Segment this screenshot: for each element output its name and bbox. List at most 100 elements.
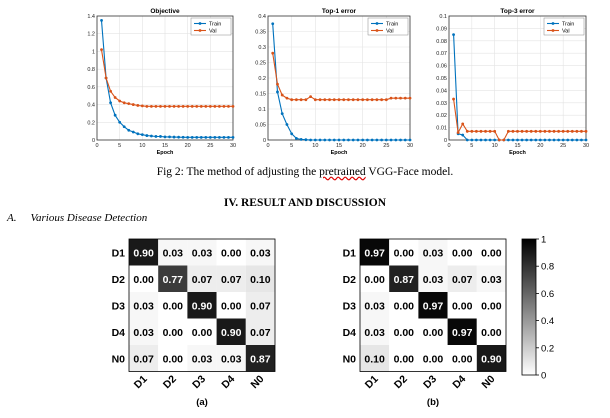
data-point-val — [452, 97, 455, 101]
y-tick-label: 0.2 — [258, 76, 266, 82]
y-tick-label: 0 — [444, 138, 447, 144]
data-point-val — [227, 104, 230, 108]
data-point-train — [534, 138, 538, 142]
data-point-val — [104, 76, 108, 80]
y-tick-label: 0.6 — [87, 85, 95, 91]
data-point-val — [213, 104, 217, 108]
matrix-cell — [360, 292, 390, 319]
legend-label: Train — [386, 22, 398, 28]
data-point-val — [109, 89, 112, 93]
data-point-val — [313, 98, 317, 102]
data-point-val — [309, 95, 312, 98]
confusion-matrix-a: 0.90 0.03 0.03 0.00 0.03 0.00 0.77 0.07 0.07 0.10… — [112, 238, 276, 408]
matrix-cell — [476, 292, 506, 319]
data-point-val — [580, 129, 583, 133]
x-tick-label: 0 — [447, 143, 450, 149]
data-point-val — [342, 98, 346, 102]
data-point-train — [366, 138, 369, 142]
cell-value: 0.90 — [481, 353, 502, 365]
cell-value: 0.00 — [481, 300, 502, 312]
data-point-train — [570, 138, 574, 142]
matrix-cell — [158, 292, 188, 319]
cell-value: 0.97 — [364, 247, 385, 259]
column-label: D3 — [190, 373, 208, 391]
data-point-val — [403, 96, 407, 100]
matrix-cell — [418, 345, 448, 372]
column-label: N0 — [249, 373, 267, 391]
colorbar-tick-label: 0.6 — [541, 289, 554, 300]
data-point-val — [145, 104, 149, 108]
data-point-val — [276, 82, 279, 86]
cell-value: 0.03 — [133, 300, 154, 312]
data-point-train — [575, 138, 579, 142]
cell-value: 0.77 — [163, 274, 184, 286]
data-point-val — [506, 129, 510, 133]
data-point-train — [506, 138, 510, 142]
data-point-val — [497, 138, 501, 142]
column-label: D4 — [450, 373, 468, 391]
colorbar-tick-label: 0.4 — [541, 316, 554, 327]
cell-value: 0.10 — [364, 353, 385, 365]
matrix-cell — [187, 318, 217, 345]
matrix-cell — [187, 239, 217, 266]
cell-value: 0.90 — [133, 247, 154, 259]
y-tick-label: 0.15 — [255, 92, 266, 98]
column-label: D3 — [421, 373, 439, 391]
data-point-train — [552, 138, 556, 142]
cell-value: 0.00 — [394, 353, 415, 365]
data-point-train — [520, 138, 524, 142]
y-tick-label: 1.4 — [87, 14, 95, 20]
x-axis-label: Epoch — [157, 150, 174, 156]
matrix-cell — [418, 292, 448, 319]
cell-value: 0.03 — [133, 327, 154, 339]
matrix-cell — [187, 292, 217, 319]
data-point-val — [271, 51, 275, 55]
data-point-val — [218, 104, 221, 108]
y-tick-label: 0.8 — [87, 67, 95, 73]
data-point-train — [580, 138, 583, 142]
legend-label: Train — [562, 22, 574, 28]
matrix-frame — [359, 238, 507, 372]
y-tick-label: 0.4 — [87, 103, 95, 109]
data-point-train — [118, 120, 122, 124]
data-point-val — [195, 104, 199, 108]
matrix-cell — [129, 345, 159, 372]
matrix-cell — [158, 345, 188, 372]
data-point-train — [280, 112, 284, 116]
data-point-train — [529, 138, 533, 142]
cell-value: 0.00 — [423, 327, 444, 339]
data-point-val — [231, 104, 235, 108]
cell-value: 0.07 — [250, 327, 271, 339]
cell-value: 0.00 — [394, 300, 415, 312]
colorbar-tick-label: 0 — [541, 371, 546, 382]
matrix-cell — [418, 318, 448, 345]
cell-value: 0.00 — [163, 353, 184, 365]
x-tick-label: 0 — [95, 143, 98, 149]
cell-value: 0.03 — [221, 353, 242, 365]
y-tick-label: 0.08 — [436, 39, 447, 45]
matrix-cell — [216, 318, 246, 345]
data-point-train — [493, 138, 497, 142]
x-tick-label: 5 — [470, 143, 473, 149]
cell-value: 0.03 — [423, 274, 444, 286]
data-point-train — [484, 138, 487, 142]
data-point-train — [195, 135, 199, 139]
matrix-cell — [187, 345, 217, 372]
y-tick-label: 0.4 — [258, 14, 266, 20]
colorbar-tick-label: 0.2 — [541, 343, 554, 354]
x-tick-label: 5 — [290, 143, 293, 149]
column-label: D2 — [161, 373, 179, 391]
data-point-val — [561, 129, 565, 133]
y-tick-label: 0.06 — [436, 64, 447, 70]
data-point-train — [351, 138, 355, 142]
data-point-train — [323, 138, 327, 142]
data-point-val — [488, 129, 492, 133]
data-point-val — [347, 98, 350, 102]
data-point-train — [538, 138, 542, 142]
row-label: D4 — [343, 327, 357, 339]
row-label: D1 — [112, 247, 126, 259]
cell-value: 0.00 — [481, 327, 502, 339]
data-point-train — [488, 138, 492, 142]
subsection-heading: A. Various Disease Detection — [7, 212, 147, 224]
data-point-train — [408, 138, 412, 142]
